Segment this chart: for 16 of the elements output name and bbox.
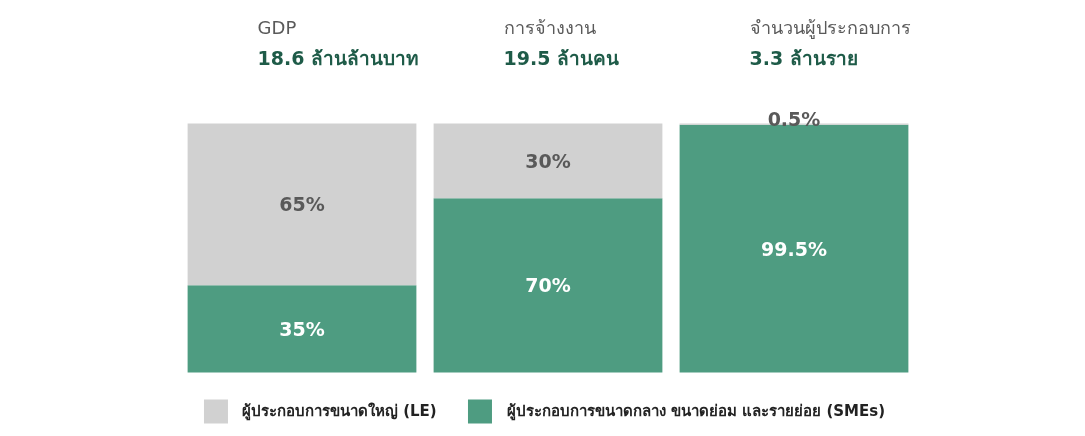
x-tick-label: การจ้างงาน 19.5 ล้านคน [503,17,620,69]
x-tick-label: จำนวนผู้ประกอบการ 3.3 ล้านราย [749,17,911,69]
data-label: 99.5% [761,237,827,260]
bar [433,198,663,373]
data-label: 0.5% [767,107,821,130]
legend-label: ผู้ประกอบการขนาดกลาง ขนาดย่อม และรายย่อย (SMEs) [506,401,886,423]
data-label: 30% [525,149,571,172]
data-label: 35% [279,317,325,340]
data-label: 70% [525,274,571,297]
bar [187,123,417,286]
data-label: 65% [279,193,325,216]
bar [679,124,909,373]
legend-label: ผู้ประกอบการขนาดใหญ่ (LE) [241,401,437,423]
x-tick-label: GDP 18.6 ล้านล้านบาท [257,17,420,69]
bar [433,123,663,199]
bar [187,285,417,373]
